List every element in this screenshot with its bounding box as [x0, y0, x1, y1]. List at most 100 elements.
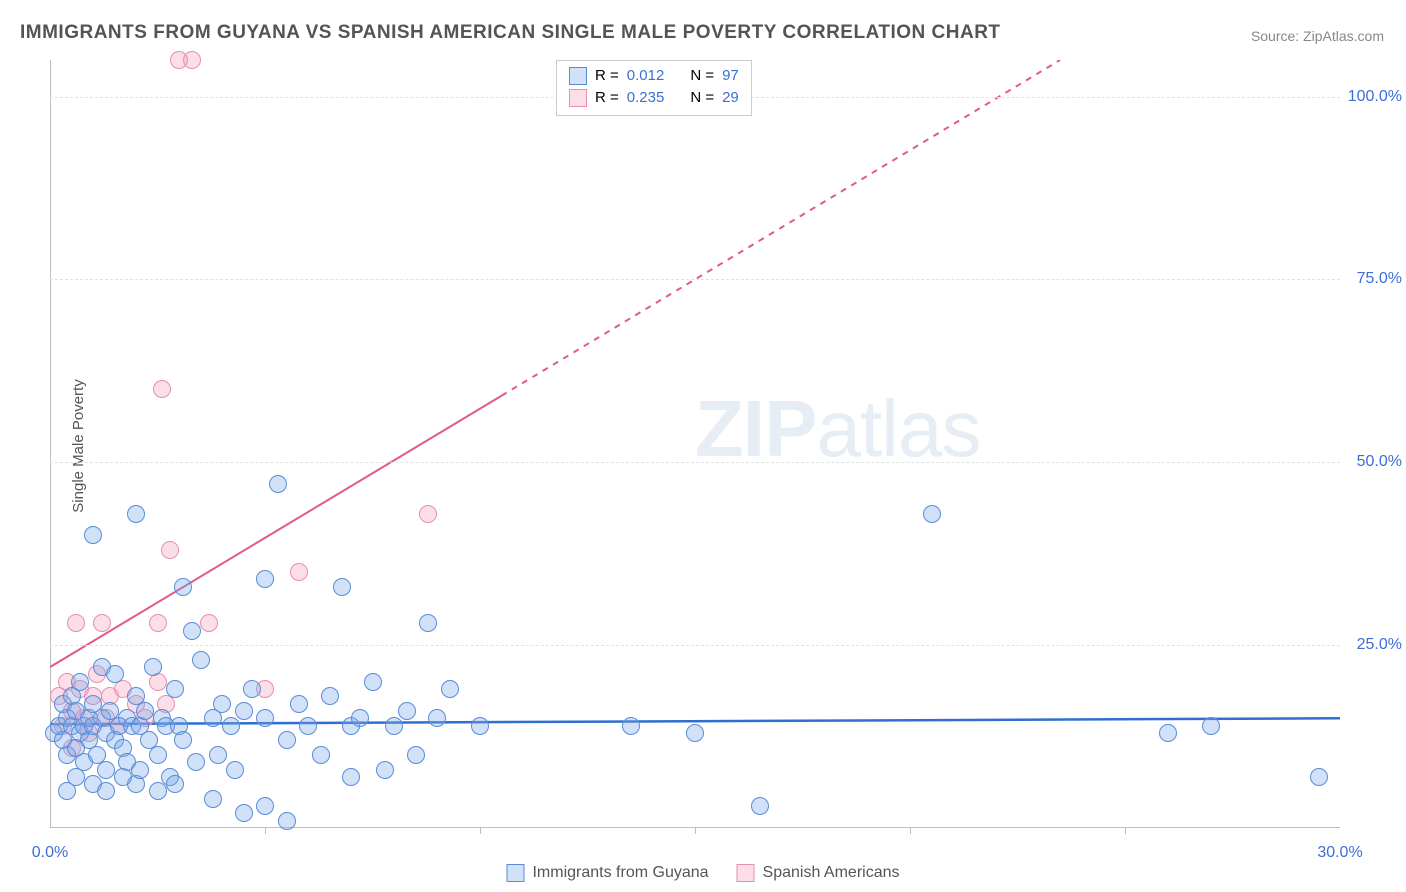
data-point-blue [333, 578, 351, 596]
legend-series: Immigrants from Guyana Spanish Americans [506, 864, 899, 882]
data-point-blue [256, 709, 274, 727]
data-point-blue [183, 622, 201, 640]
data-point-blue [278, 812, 296, 830]
gridline [50, 645, 1340, 646]
data-point-pink [149, 614, 167, 632]
data-point-blue [428, 709, 446, 727]
data-point-blue [256, 570, 274, 588]
legend-r-value-pink: 0.235 [627, 87, 665, 109]
data-point-blue [751, 797, 769, 815]
data-point-blue [204, 790, 222, 808]
x-tick [480, 828, 481, 834]
legend-correlation-box: R = 0.012 N = 97 R = 0.235 N = 29 [556, 60, 752, 116]
data-point-blue [131, 761, 149, 779]
legend-n-label-blue: N = [690, 65, 714, 87]
data-point-blue [222, 717, 240, 735]
legend-r-value-blue: 0.012 [627, 65, 665, 87]
legend-label-pink: Spanish Americans [763, 864, 900, 882]
data-point-pink [93, 614, 111, 632]
scatter-plot-area: 25.0%50.0%75.0%100.0%0.0%30.0% [50, 60, 1340, 828]
data-point-blue [166, 775, 184, 793]
swatch-pink [569, 89, 587, 107]
data-point-blue [243, 680, 261, 698]
data-point-blue [686, 724, 704, 742]
data-point-blue [127, 505, 145, 523]
data-point-blue [290, 695, 308, 713]
legend-item-blue: Immigrants from Guyana [506, 864, 708, 882]
data-point-pink [183, 51, 201, 69]
y-tick-label: 75.0% [1357, 270, 1402, 288]
x-tick [1125, 828, 1126, 834]
data-point-blue [149, 746, 167, 764]
x-tick [265, 828, 266, 834]
data-point-blue [71, 673, 89, 691]
data-point-blue [84, 526, 102, 544]
data-point-pink [153, 380, 171, 398]
legend-row-pink: R = 0.235 N = 29 [569, 87, 739, 109]
data-point-blue [299, 717, 317, 735]
data-point-blue [1159, 724, 1177, 742]
data-point-blue [174, 731, 192, 749]
y-tick-label: 25.0% [1357, 636, 1402, 654]
legend-n-value-pink: 29 [722, 87, 739, 109]
legend-n-label-pink: N = [690, 87, 714, 109]
data-point-blue [166, 680, 184, 698]
swatch-pink-2 [737, 864, 755, 882]
legend-r-label-blue: R = [595, 65, 619, 87]
data-point-blue [1202, 717, 1220, 735]
data-point-blue [213, 695, 231, 713]
data-point-blue [398, 702, 416, 720]
data-point-blue [385, 717, 403, 735]
data-point-blue [312, 746, 330, 764]
data-point-blue [471, 717, 489, 735]
data-point-blue [174, 578, 192, 596]
data-point-blue [97, 782, 115, 800]
data-point-blue [136, 702, 154, 720]
data-point-blue [269, 475, 287, 493]
data-point-blue [144, 658, 162, 676]
data-point-blue [441, 680, 459, 698]
data-point-blue [106, 665, 124, 683]
x-tick [695, 828, 696, 834]
data-point-blue [407, 746, 425, 764]
data-point-blue [419, 614, 437, 632]
source-caption: Source: ZipAtlas.com [1251, 28, 1384, 44]
swatch-blue [569, 67, 587, 85]
data-point-blue [1310, 768, 1328, 786]
data-point-blue [376, 761, 394, 779]
x-tick-label: 0.0% [32, 844, 68, 862]
data-point-pink [200, 614, 218, 632]
data-point-blue [923, 505, 941, 523]
data-point-blue [114, 768, 132, 786]
data-point-blue [226, 761, 244, 779]
y-tick-label: 50.0% [1357, 453, 1402, 471]
data-point-blue [364, 673, 382, 691]
data-point-blue [321, 687, 339, 705]
chart-title: IMMIGRANTS FROM GUYANA VS SPANISH AMERIC… [20, 22, 1001, 44]
data-point-blue [192, 651, 210, 669]
data-point-blue [256, 797, 274, 815]
data-point-pink [419, 505, 437, 523]
data-point-blue [342, 768, 360, 786]
data-point-blue [67, 768, 85, 786]
legend-item-pink: Spanish Americans [737, 864, 900, 882]
swatch-blue-2 [506, 864, 524, 882]
data-point-blue [622, 717, 640, 735]
data-point-blue [149, 782, 167, 800]
y-tick-label: 100.0% [1348, 88, 1402, 106]
data-point-blue [209, 746, 227, 764]
legend-label-blue: Immigrants from Guyana [532, 864, 708, 882]
data-point-blue [235, 804, 253, 822]
gridline [50, 279, 1340, 280]
y-axis-line [50, 60, 51, 828]
data-point-blue [278, 731, 296, 749]
data-point-pink [290, 563, 308, 581]
x-tick [910, 828, 911, 834]
data-point-blue [97, 761, 115, 779]
data-point-pink [161, 541, 179, 559]
data-point-blue [187, 753, 205, 771]
legend-n-value-blue: 97 [722, 65, 739, 87]
legend-row-blue: R = 0.012 N = 97 [569, 65, 739, 87]
gridline [50, 462, 1340, 463]
data-point-blue [235, 702, 253, 720]
